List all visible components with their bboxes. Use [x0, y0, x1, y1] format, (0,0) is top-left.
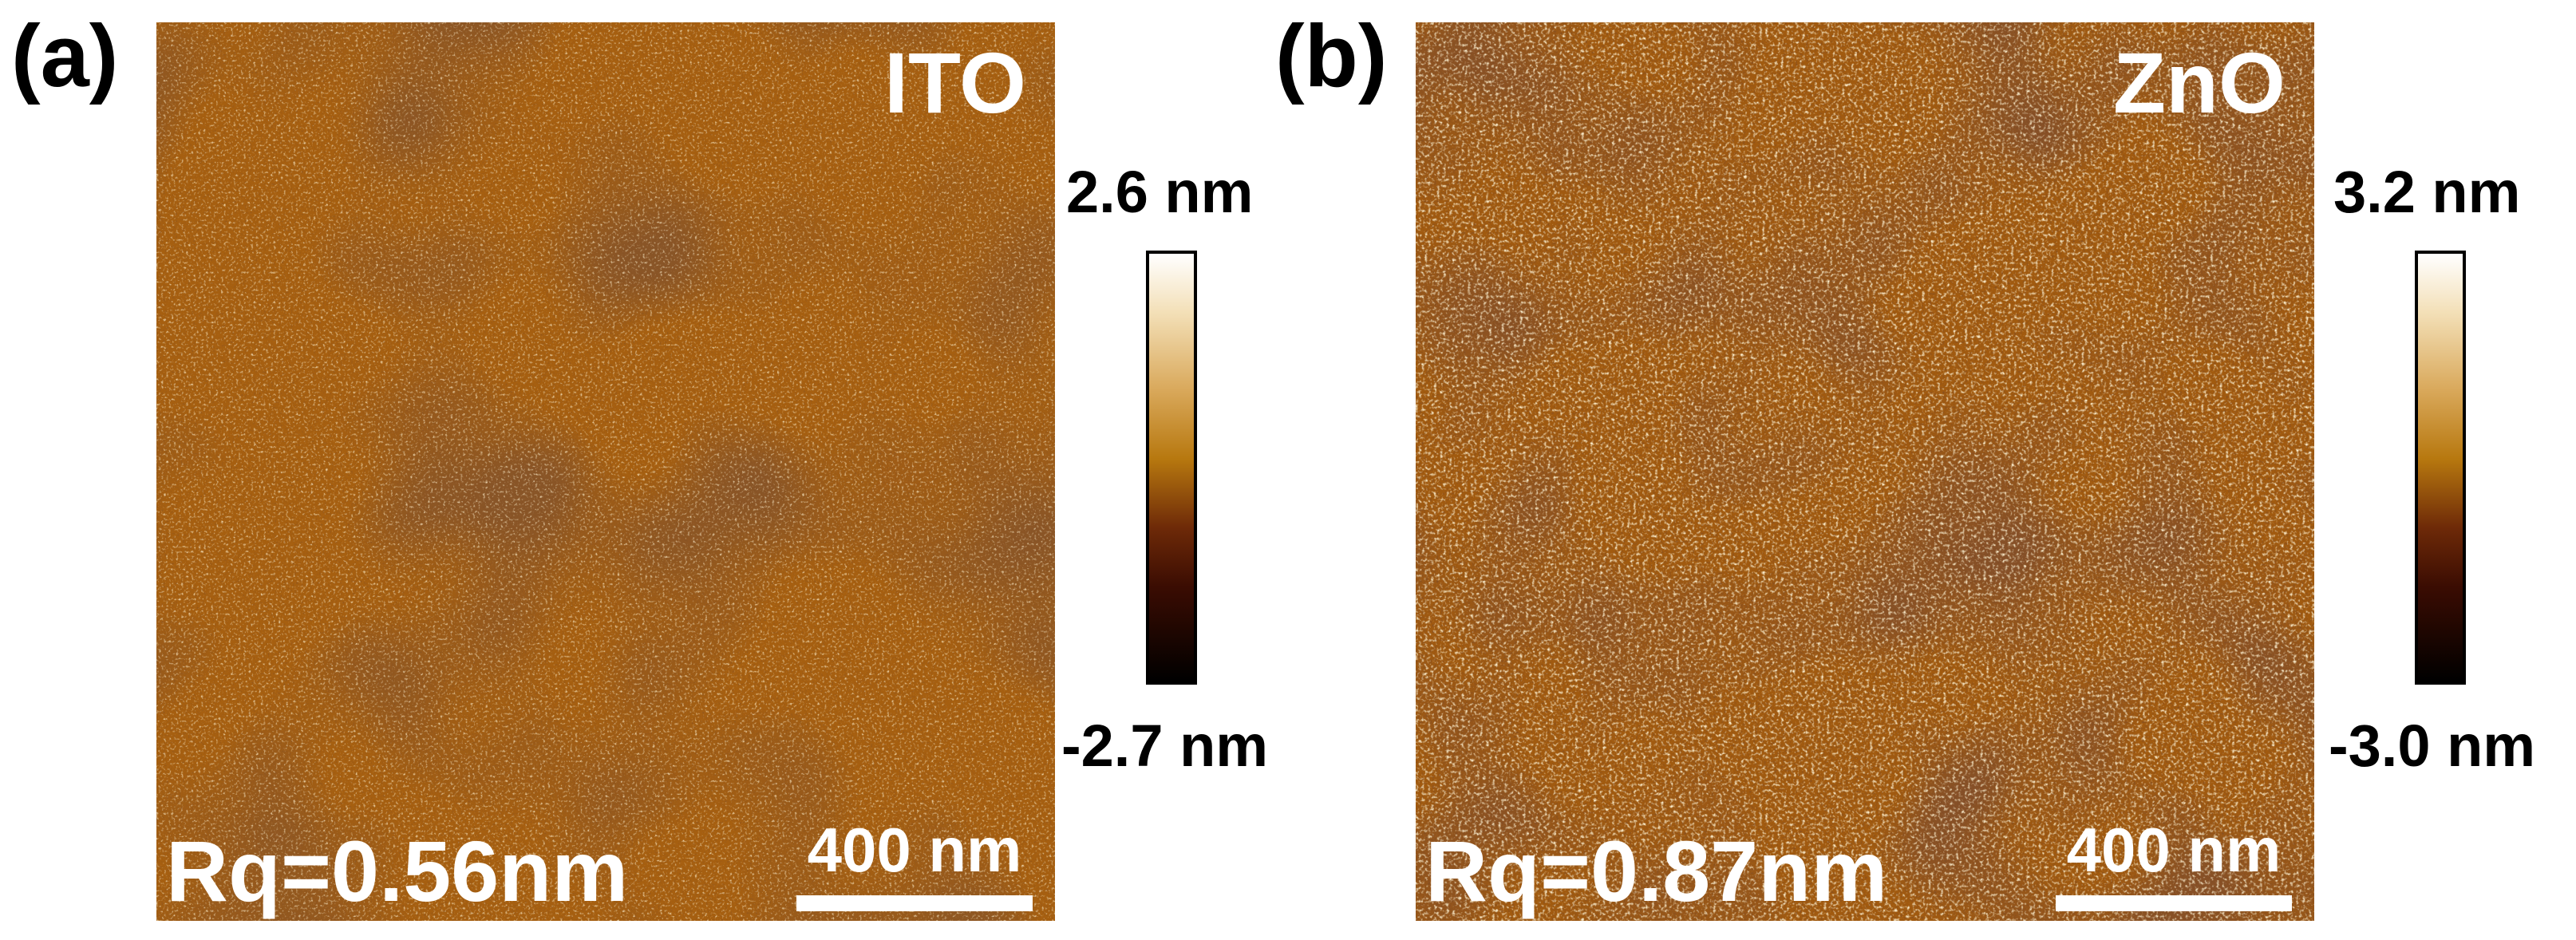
colorbar-min-ito: -2.7 nm — [1061, 713, 1269, 779]
scale-bar-ito — [796, 895, 1033, 911]
panel-label-a: (a) — [11, 7, 119, 105]
colorbar-max-ito: 2.6 nm — [1066, 159, 1254, 225]
afm-height-image-zno: ZnO Rq=0.87nm 400 nm — [1416, 22, 2314, 921]
sample-name-ito: ITO — [883, 34, 1026, 131]
afm-height-image-ito: ITO Rq=0.56nm 400 nm — [156, 22, 1055, 921]
colorbar-zno — [2415, 251, 2466, 685]
scale-bar-zno — [2056, 895, 2292, 911]
colorbar-ito — [1146, 251, 1197, 685]
scale-bar-label-ito: 400 nm — [807, 815, 1022, 885]
colorbar-max-zno: 3.2 nm — [2333, 159, 2521, 225]
panel-label-b: (b) — [1275, 7, 1388, 105]
scale-bar-label-zno: 400 nm — [2066, 815, 2282, 885]
roughness-label-ito: Rq=0.56nm — [166, 823, 629, 919]
afm-texture-zno — [1416, 22, 2314, 921]
afm-texture-ito — [156, 22, 1055, 921]
colorbar-min-zno: -3.0 nm — [2329, 713, 2536, 779]
sample-name-zno: ZnO — [2113, 34, 2286, 131]
roughness-label-zno: Rq=0.87nm — [1425, 823, 1888, 919]
